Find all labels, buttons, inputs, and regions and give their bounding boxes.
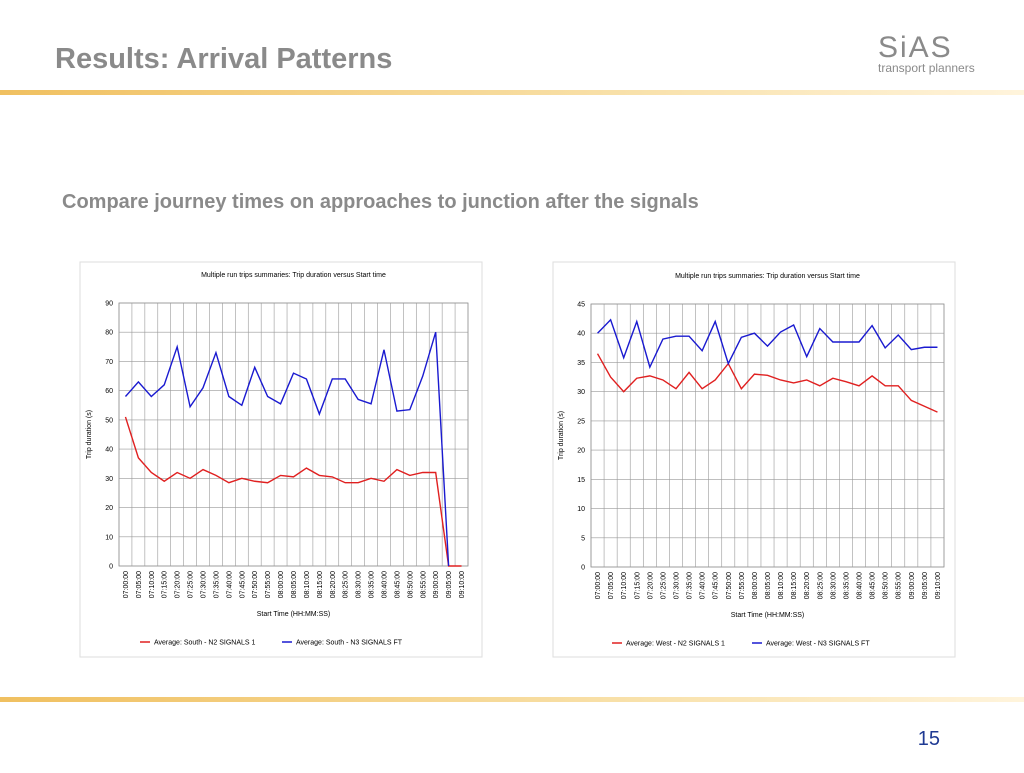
y-tick-label: 50: [105, 417, 113, 424]
x-tick-label: 07:45:00: [713, 572, 720, 599]
series-line: [124, 332, 450, 567]
legend-label: Average: West - N3 SIGNALS FT: [766, 641, 870, 648]
plot-area: [118, 302, 469, 567]
y-axis-title: Trip duration (s): [86, 410, 93, 459]
chart-title: Multiple run trips summaries: Trip durat…: [201, 272, 386, 279]
x-tick-label: 09:05:00: [922, 572, 929, 599]
x-tick-label: 09:00:00: [433, 571, 440, 598]
x-tick-label: 07:50:00: [252, 571, 259, 598]
y-tick-label: 15: [577, 477, 585, 484]
y-axis-title: Trip duration (s): [558, 411, 565, 460]
y-tick-label: 35: [577, 360, 585, 367]
x-tick-label: 07:10:00: [149, 571, 156, 598]
x-tick-label: 08:20:00: [330, 571, 337, 598]
x-tick-label: 08:55:00: [420, 571, 427, 598]
x-tick-label: 08:40:00: [381, 571, 388, 598]
x-tick-label: 08:00:00: [752, 572, 759, 599]
x-tick-label: 07:25:00: [188, 571, 195, 598]
x-tick-label: 07:20:00: [647, 572, 654, 599]
x-tick-label: 07:05:00: [608, 572, 615, 599]
x-tick-label: 07:20:00: [175, 571, 182, 598]
x-tick-label: 07:40:00: [226, 571, 233, 598]
x-tick-label: 07:30:00: [201, 571, 208, 598]
x-tick-label: 08:15:00: [791, 572, 798, 599]
x-tick-label: 07:45:00: [239, 571, 246, 598]
x-tick-label: 07:50:00: [726, 572, 733, 599]
y-tick-label: 10: [105, 534, 113, 541]
y-tick-label: 30: [105, 476, 113, 483]
x-tick-label: 08:35:00: [369, 571, 376, 598]
x-tick-label: 08:45:00: [394, 571, 401, 598]
x-tick-label: 07:30:00: [673, 572, 680, 599]
slide-title: Results: Arrival Patterns: [55, 43, 392, 75]
x-tick-label: 08:40:00: [857, 572, 864, 599]
y-tick-label: 70: [105, 359, 113, 366]
y-tick-label: 80: [105, 330, 113, 337]
y-tick-label: 60: [105, 388, 113, 395]
series-line: [124, 416, 462, 567]
y-tick-label: 30: [577, 389, 585, 396]
x-axis-title: Start Time (HH:MM:SS): [257, 611, 331, 618]
footer-rule: [0, 697, 1024, 702]
y-tick-label: 0: [581, 565, 585, 572]
x-tick-label: 07:10:00: [621, 572, 628, 599]
x-tick-label: 08:45:00: [870, 572, 877, 599]
x-tick-label: 07:25:00: [660, 572, 667, 599]
x-tick-label: 07:00:00: [123, 571, 130, 598]
x-tick-label: 07:55:00: [265, 571, 272, 598]
x-tick-label: 08:10:00: [778, 572, 785, 599]
x-tick-label: 08:25:00: [343, 571, 350, 598]
y-tick-label: 40: [105, 447, 113, 454]
x-tick-label: 07:40:00: [700, 572, 707, 599]
legend-label: Average: South - N2 SIGNALS 1: [154, 640, 256, 647]
x-tick-label: 08:55:00: [896, 572, 903, 599]
x-tick-label: 08:05:00: [765, 572, 772, 599]
x-tick-label: 07:55:00: [739, 572, 746, 599]
y-tick-label: 90: [105, 301, 113, 308]
y-tick-label: 25: [577, 418, 585, 425]
y-tick-label: 0: [109, 564, 113, 571]
series-line: [596, 353, 938, 413]
x-tick-label: 08:35:00: [843, 572, 850, 599]
x-tick-label: 08:50:00: [407, 571, 414, 598]
chart-title: Multiple run trips summaries: Trip durat…: [675, 273, 860, 280]
y-tick-label: 5: [581, 535, 585, 542]
x-tick-label: 08:10:00: [304, 571, 311, 598]
legend-label: Average: West - N2 SIGNALS 1: [626, 641, 725, 648]
x-tick-label: 07:05:00: [136, 571, 143, 598]
subtitle: Compare journey times on approaches to j…: [62, 191, 699, 213]
plot-area: [590, 303, 945, 568]
x-tick-label: 07:35:00: [687, 572, 694, 599]
x-tick-label: 08:25:00: [817, 572, 824, 599]
x-axis-title: Start Time (HH:MM:SS): [731, 612, 805, 619]
logo-tagline: transport planners: [878, 61, 975, 75]
y-tick-label: 20: [105, 505, 113, 512]
x-tick-label: 08:20:00: [804, 572, 811, 599]
x-tick-label: 09:05:00: [446, 571, 453, 598]
x-tick-label: 08:05:00: [291, 571, 298, 598]
x-tick-label: 09:00:00: [909, 572, 916, 599]
x-tick-label: 08:50:00: [883, 572, 890, 599]
y-tick-label: 45: [577, 302, 585, 309]
y-tick-label: 20: [577, 448, 585, 455]
legend-label: Average: South - N3 SIGNALS FT: [296, 640, 403, 647]
x-tick-label: 07:15:00: [634, 572, 641, 599]
page-number: 15: [918, 728, 940, 750]
header-rule: [0, 90, 1024, 95]
x-tick-label: 07:00:00: [595, 572, 602, 599]
x-tick-label: 08:15:00: [317, 571, 324, 598]
x-tick-label: 07:15:00: [162, 571, 169, 598]
x-tick-label: 09:10:00: [935, 572, 942, 599]
x-tick-label: 07:35:00: [213, 571, 220, 598]
y-tick-label: 10: [577, 506, 585, 513]
y-tick-label: 40: [577, 331, 585, 338]
x-tick-label: 08:00:00: [278, 571, 285, 598]
series-line: [597, 318, 938, 370]
x-tick-label: 09:10:00: [459, 571, 466, 598]
x-tick-label: 08:30:00: [830, 572, 837, 599]
logo: SiAS: [878, 31, 953, 64]
x-tick-label: 08:30:00: [356, 571, 363, 598]
